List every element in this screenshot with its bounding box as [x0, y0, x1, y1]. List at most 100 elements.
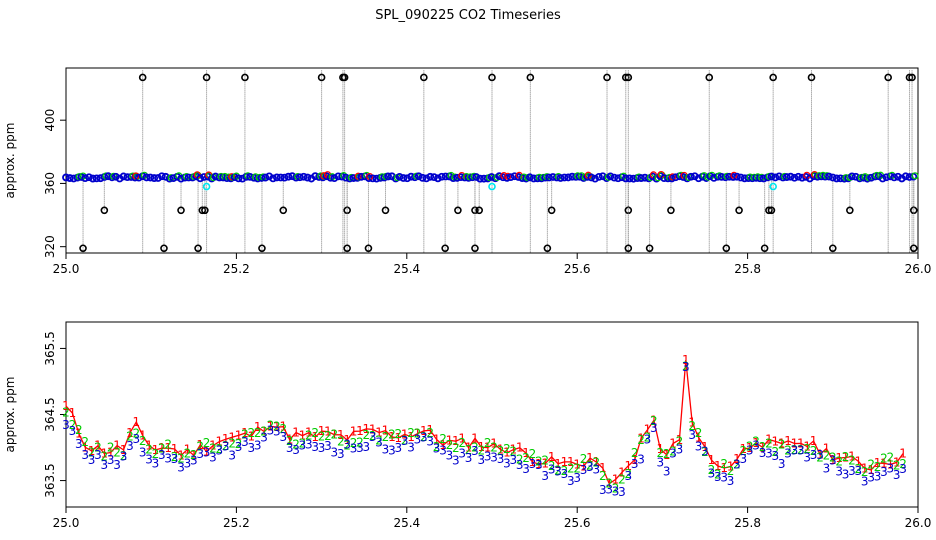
series-marker: 2: [228, 436, 236, 450]
baseline-point: [564, 173, 573, 182]
series-marker: 3: [778, 457, 786, 471]
series-marker: 1: [573, 457, 581, 471]
series-marker: 2: [452, 441, 460, 455]
series-marker: 3: [893, 468, 901, 482]
x-tick-label: 25.8: [734, 262, 761, 276]
series-marker: 1: [541, 456, 549, 470]
series-marker: 1: [695, 431, 703, 445]
series-marker: 1: [203, 444, 211, 458]
series-marker: 3: [145, 453, 153, 467]
series-marker: 1: [337, 428, 345, 442]
outlier-point: [471, 206, 479, 215]
baseline-point: [782, 173, 791, 181]
x-tick-label: 26.0: [905, 262, 932, 276]
series-marker: 3: [829, 453, 837, 467]
series-marker: 3: [522, 462, 530, 476]
outlier-point: [194, 244, 202, 253]
series-marker: 2: [484, 436, 492, 450]
series-marker: 1: [497, 442, 505, 456]
series-marker: 2: [708, 463, 716, 477]
series-marker: 3: [599, 483, 607, 497]
outlier-point: [202, 73, 211, 82]
series-marker: 1: [810, 434, 818, 448]
series-marker: 2: [318, 430, 326, 444]
series-marker: 2: [529, 447, 537, 461]
series-marker: 2: [535, 455, 543, 469]
baseline-band: [62, 170, 919, 183]
outlier-point: [340, 73, 349, 82]
series-marker: 1: [663, 448, 671, 462]
series-marker: 3: [184, 457, 192, 471]
series-marker: 3: [784, 447, 792, 461]
series-marker: 2: [650, 414, 658, 428]
series-marker: 2: [682, 360, 690, 374]
panel-ppm-series: 25.0 25.2 25.4 25.6 25.8 26.0 363.5 364.5 365.5 a…: [3, 321, 931, 530]
series-marker: 1: [164, 441, 172, 455]
series-marker: 1: [650, 413, 658, 427]
series-marker: 3: [880, 465, 888, 479]
x-tick-label: 25.4: [393, 262, 420, 276]
series-marker: 3: [363, 440, 371, 454]
outlier-point: [624, 73, 633, 82]
series-marker: 3: [771, 449, 779, 463]
series-1: 1111111111111111111111111111111111111111…: [62, 353, 907, 491]
series-marker: 1: [343, 433, 351, 447]
baseline-point: [272, 173, 281, 182]
series-marker: 1: [618, 465, 626, 479]
series-marker: 2: [375, 433, 383, 447]
series-marker: 1: [414, 427, 422, 441]
y-tick-label: 363.5: [43, 463, 57, 497]
series-marker: 1: [771, 434, 779, 448]
series-marker: 2: [861, 465, 869, 479]
baseline-point: [901, 172, 910, 181]
series-marker: 2: [279, 422, 287, 436]
outlier-point: [317, 73, 326, 82]
series-marker: 2: [618, 472, 626, 486]
series-marker: 1: [452, 434, 460, 448]
series-marker: 1: [145, 439, 153, 453]
series-marker: 3: [273, 424, 281, 438]
series-marker: 3: [816, 448, 824, 462]
outlier-point: [343, 244, 351, 253]
series-marker: 1: [465, 441, 473, 455]
series-marker: 1: [375, 426, 383, 440]
series-marker: 1: [599, 461, 607, 475]
series-marker: 3: [899, 462, 907, 476]
series-marker: 2: [145, 443, 153, 457]
series-marker: 3: [465, 451, 473, 465]
series-marker: 3: [669, 447, 677, 461]
series-marker: 3: [69, 424, 77, 438]
series-marker: 3: [586, 460, 594, 474]
series-marker: 2: [752, 434, 760, 448]
series-marker: 2: [580, 452, 588, 466]
baseline-point: [878, 174, 887, 183]
series-marker: 2: [369, 429, 377, 443]
outlier-point: [645, 244, 654, 253]
series-marker: 1: [842, 450, 850, 464]
series-marker: 3: [593, 462, 601, 476]
series-marker: 3: [420, 430, 428, 444]
baseline-point: [142, 173, 151, 182]
baseline-point: [556, 174, 565, 182]
series-marker: 2: [810, 444, 818, 458]
series-marker: 1: [88, 444, 96, 458]
series-marker: 1: [797, 436, 805, 450]
series-3: 3333333333333333333333333333333333333333…: [62, 360, 907, 499]
series-marker: 3: [823, 462, 831, 476]
series-marker: 2: [292, 437, 300, 451]
series-marker: 2: [893, 459, 901, 473]
series-marker: 3: [663, 464, 671, 478]
series-marker: 2: [113, 445, 121, 459]
series-marker: 3: [120, 449, 128, 463]
series-marker: 2: [120, 449, 128, 463]
series-marker: 2: [286, 434, 294, 448]
baseline-point: [85, 173, 93, 182]
cyan-point: [769, 182, 777, 191]
series-marker: 1: [139, 429, 147, 443]
baseline-point: [234, 174, 243, 183]
series-marker: 3: [305, 437, 313, 451]
series-marker: 2: [196, 439, 204, 453]
series-marker: 1: [682, 353, 690, 367]
series-marker: 3: [439, 443, 447, 457]
